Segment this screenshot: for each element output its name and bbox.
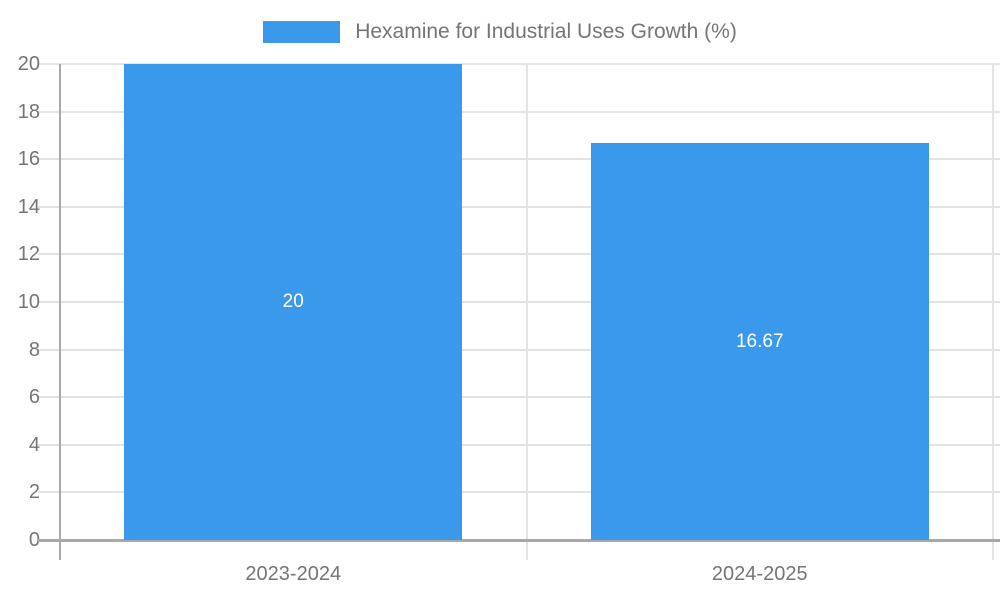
y-tick-label: 0	[28, 529, 40, 551]
y-tick-label: 18	[17, 100, 40, 123]
y-gridline	[38, 396, 1000, 399]
y-gridline	[38, 491, 1000, 494]
y-tick-label: 14	[17, 195, 40, 218]
y-gridline	[38, 63, 1000, 65]
y-tick-label: 12	[17, 243, 40, 266]
x-gridline	[992, 64, 994, 560]
bar[interactable]	[590, 143, 929, 540]
y-gridline	[38, 253, 1000, 256]
bar[interactable]	[124, 64, 463, 540]
y-tick-label: 10	[17, 291, 40, 313]
legend-swatch-icon	[263, 21, 341, 43]
y-axis-line	[59, 64, 61, 560]
bar-value-label: 16.67	[735, 330, 784, 352]
y-gridline	[38, 205, 1000, 208]
bar-value-label: 20	[282, 291, 304, 312]
y-gridline	[38, 348, 1000, 351]
x-category-label: 2023-2024	[245, 563, 342, 585]
legend-label: Hexamine for Industrial Uses Growth (%)	[355, 20, 737, 43]
y-tick-label: 16	[17, 148, 40, 171]
y-tick-label: 2	[28, 481, 40, 504]
x-gridline	[525, 64, 528, 560]
x-axis-line	[38, 539, 1000, 542]
y-gridline	[38, 301, 1000, 303]
y-gridline	[38, 443, 1000, 446]
x-category-label: 2024-2025	[711, 563, 808, 585]
y-tick-label: 6	[28, 386, 40, 409]
y-tick-label: 4	[28, 433, 40, 456]
y-tick-label: 20	[17, 53, 40, 75]
y-tick-label: 8	[28, 338, 40, 361]
y-gridline	[38, 158, 1000, 161]
chart-legend[interactable]: Hexamine for Industrial Uses Growth (%)	[0, 18, 1000, 46]
y-gridline	[38, 110, 1000, 113]
